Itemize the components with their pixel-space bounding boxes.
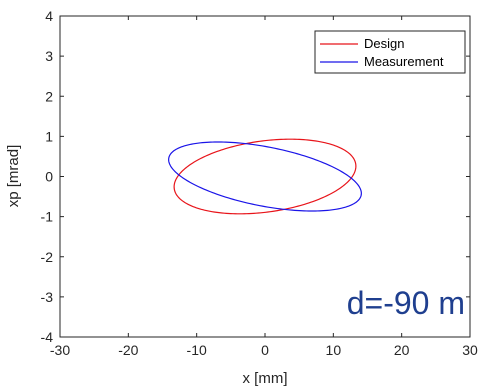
x-tick-label: -30 [50,342,70,358]
x-tick-label: -20 [118,342,138,358]
x-tick-label: 10 [326,342,342,358]
curves-layer [168,138,362,215]
x-tick-label: 20 [394,342,410,358]
legend-label-measurement: Measurement [364,54,444,69]
y-tick-label: 2 [45,88,53,104]
x-tick-label: -10 [187,342,207,358]
legend-box [314,30,466,74]
y-tick-label: -2 [41,249,54,265]
y-tick-label: 3 [45,48,53,64]
y-tick-label: -4 [41,329,54,345]
distance-annotation: d=-90 m [347,285,465,321]
legend: Design Measurement [314,30,466,74]
y-tick-label: 1 [45,128,53,144]
y-tick-label: 0 [45,169,53,185]
x-axis-label: x [mm] [243,370,288,387]
series-curve-measurement [168,141,362,212]
y-tick-label: -3 [41,289,54,305]
x-tick-label: 0 [261,342,269,358]
y-tick-label: 4 [45,8,53,24]
series-curve-design [173,138,357,215]
y-tick-label: -1 [41,209,54,225]
y-axis-label: xp [mrad] [5,145,22,208]
plot-frame [59,15,471,338]
legend-label-design: Design [364,36,404,51]
x-tick-label: 30 [462,342,478,358]
